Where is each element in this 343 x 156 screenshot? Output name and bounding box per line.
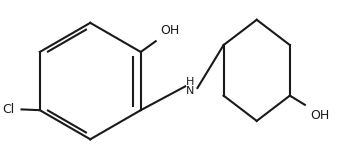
Text: OH: OH: [161, 24, 180, 37]
Text: Cl: Cl: [3, 103, 15, 116]
Text: OH: OH: [310, 109, 329, 122]
Text: H
N: H N: [186, 77, 194, 96]
